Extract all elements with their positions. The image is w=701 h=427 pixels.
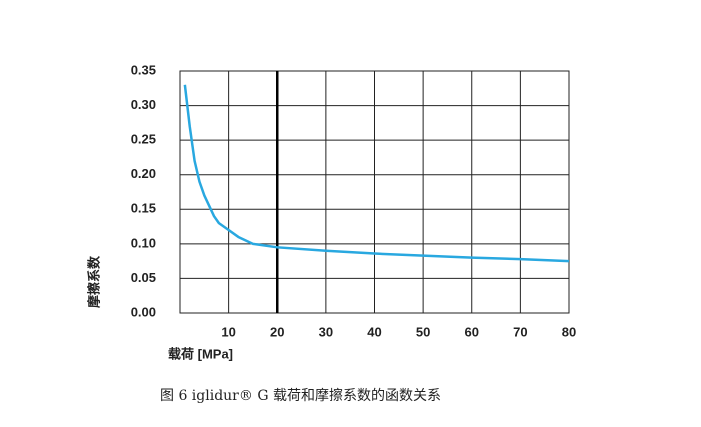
y-tick-label: 0.20 bbox=[131, 166, 156, 181]
x-axis-label: 载荷 [MPa] bbox=[168, 346, 233, 361]
y-tick-label: 0.35 bbox=[131, 62, 156, 77]
y-tick-label: 0.00 bbox=[131, 304, 156, 319]
x-tick-label: 80 bbox=[562, 324, 576, 339]
y-tick-label: 0.10 bbox=[131, 235, 156, 250]
caption: 图 6 iglidur® G 载荷和摩擦系数的函数关系 bbox=[160, 387, 441, 404]
y-tick-label: 0.05 bbox=[131, 270, 156, 285]
x-tick-label: 40 bbox=[367, 324, 381, 339]
y-tick-label: 0.30 bbox=[131, 97, 156, 112]
x-tick-label: 10 bbox=[221, 324, 235, 339]
x-tick-label: 70 bbox=[513, 324, 527, 339]
x-tick-label: 20 bbox=[270, 324, 284, 339]
y-tick-label: 0.25 bbox=[131, 132, 156, 147]
x-tick-label: 60 bbox=[465, 324, 479, 339]
x-tick-label: 50 bbox=[416, 324, 430, 339]
x-tick-label: 30 bbox=[319, 324, 333, 339]
plot-frame bbox=[179, 70, 570, 314]
y-axis-label: 摩擦系数 bbox=[86, 255, 101, 308]
data-line bbox=[183, 84, 570, 263]
y-tick-label: 0.15 bbox=[131, 201, 156, 216]
